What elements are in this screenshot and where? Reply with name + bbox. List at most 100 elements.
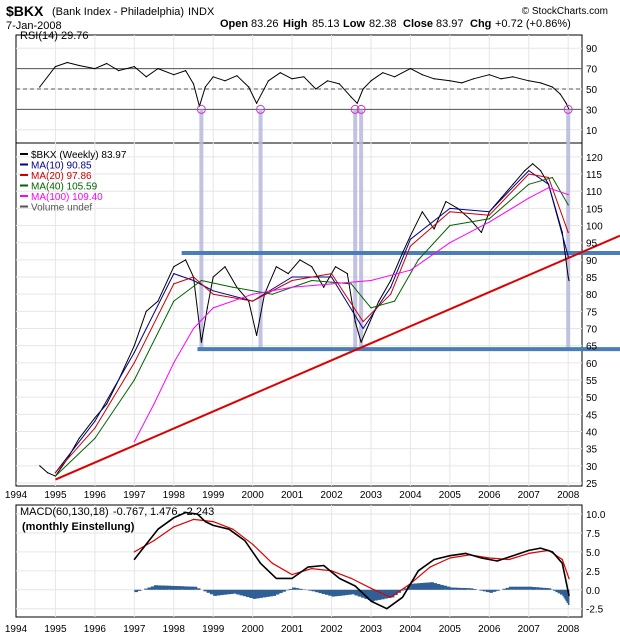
price-tick-label: 90	[586, 256, 598, 267]
price-tick-label: 115	[586, 170, 602, 181]
legend-entry: MA(10) 90.85	[31, 161, 92, 172]
price-line-point	[78, 437, 80, 439]
ma20-line-point	[528, 173, 530, 175]
macd-line-point	[417, 570, 419, 572]
high-label: High	[283, 18, 308, 30]
ma40-line-point	[488, 218, 490, 220]
macd-hist-bar	[567, 589, 570, 605]
rsi-tick-label: 50	[586, 85, 598, 96]
macd-hist-bar	[285, 589, 290, 591]
macd-hist-bar	[242, 589, 247, 597]
rsi-line-point	[66, 61, 68, 64]
macd-hist-bar	[177, 586, 181, 590]
macd-hist-bar	[486, 589, 490, 593]
ma10-line-point	[330, 276, 333, 278]
ma100-line-point	[133, 441, 135, 443]
legend-swatch	[20, 195, 28, 197]
ma40-line-point	[449, 224, 451, 227]
macd-hist-bar	[535, 587, 539, 590]
ma100-line-point	[153, 403, 155, 405]
x-tick-label: 1998	[163, 624, 186, 635]
ma10-line-point	[192, 279, 195, 282]
x-tick-label: 2006	[478, 624, 501, 635]
rsi-line-point	[394, 76, 396, 78]
rsi-line-point	[267, 80, 269, 82]
macd-hist-bar	[259, 589, 263, 598]
ma20-line-point	[547, 176, 550, 179]
price-line-point	[354, 321, 356, 323]
macd-hist-bar	[560, 589, 563, 595]
macd-hist-bar	[157, 585, 161, 590]
macd-line-point	[212, 524, 214, 527]
rsi-line	[39, 62, 570, 110]
rsi-line-point	[192, 83, 195, 85]
rsi-line-point	[500, 78, 502, 80]
symbol: $BKX	[6, 3, 44, 19]
macd-signal-line-point	[429, 566, 431, 568]
price-line-point	[409, 235, 411, 237]
macd-tick-label: 10.0	[586, 510, 606, 521]
rsi-line-point	[279, 72, 281, 74]
macd-hist-bar	[295, 588, 300, 590]
ma100-line-point	[528, 197, 530, 199]
ma100-line-point	[409, 269, 411, 271]
ma40-line-point	[370, 307, 372, 309]
x-tick-label: 2005	[439, 624, 462, 635]
rsi-line-point	[204, 86, 206, 88]
ma20-line-point	[54, 472, 57, 474]
index-name: (Bank Index - Philadelphia)	[52, 6, 184, 18]
x-tick-label: 2001	[281, 624, 304, 635]
ma40-line-point	[528, 183, 530, 185]
macd-hist-bar	[246, 589, 250, 598]
macd-hist-bar	[203, 589, 208, 592]
ma10-line-point	[291, 276, 293, 278]
x-tick-label: 2001	[281, 490, 304, 501]
macd-line-point	[204, 521, 206, 523]
macd-hist-bar	[255, 589, 260, 599]
price-line-point	[275, 266, 277, 268]
x-tick-label: 1997	[123, 624, 146, 635]
x-tick-label: 1994	[5, 490, 28, 501]
macd-hist-bar	[334, 589, 339, 597]
macd-signal-line-point	[291, 574, 293, 576]
macd-hist-bar	[190, 586, 194, 590]
x-tick-label: 1996	[84, 624, 107, 635]
macd-tick-label: 7.5	[586, 529, 600, 540]
rsi-line-point	[54, 66, 57, 68]
ma10-line-point	[133, 351, 135, 354]
legend-swatch	[20, 205, 28, 208]
macd-hist-bar	[562, 589, 564, 596]
price-line-point	[185, 259, 187, 261]
macd-hist-bar	[351, 589, 355, 595]
price-line-point	[157, 300, 159, 302]
macd-line-point	[561, 562, 563, 564]
macd-legend-signal: 1.476,	[150, 506, 181, 518]
rsi-circle-marker	[256, 104, 266, 114]
rsi-circle-marker	[563, 104, 573, 114]
ma40-line-point	[54, 475, 57, 477]
macd-hist-bar	[472, 589, 477, 590]
rsi-line-point	[472, 78, 475, 80]
price-line-point	[334, 266, 337, 268]
macd-line-point	[323, 564, 325, 567]
macd-hist-bar	[489, 589, 493, 593]
price-line-point	[311, 266, 313, 268]
rsi-line-point	[185, 70, 187, 72]
price-line-point	[567, 276, 569, 278]
ma100-line-point	[212, 307, 214, 309]
macd-signal-line-point	[370, 587, 372, 589]
ma20-line-point	[362, 321, 364, 323]
ma10-line-point	[449, 207, 451, 209]
macd-hist-bar	[436, 584, 441, 590]
rsi-line-point	[565, 102, 567, 104]
x-tick-label: 2003	[360, 624, 383, 635]
x-tick-label: 2003	[360, 490, 383, 501]
x-tick-label: 2008	[557, 490, 580, 501]
macd-signal-line-point	[488, 557, 490, 559]
macd-hist-bar	[548, 588, 552, 590]
ma10-line-point	[362, 327, 364, 330]
macd-hist-bar	[318, 589, 323, 594]
macd-signal-line-point	[173, 526, 175, 528]
